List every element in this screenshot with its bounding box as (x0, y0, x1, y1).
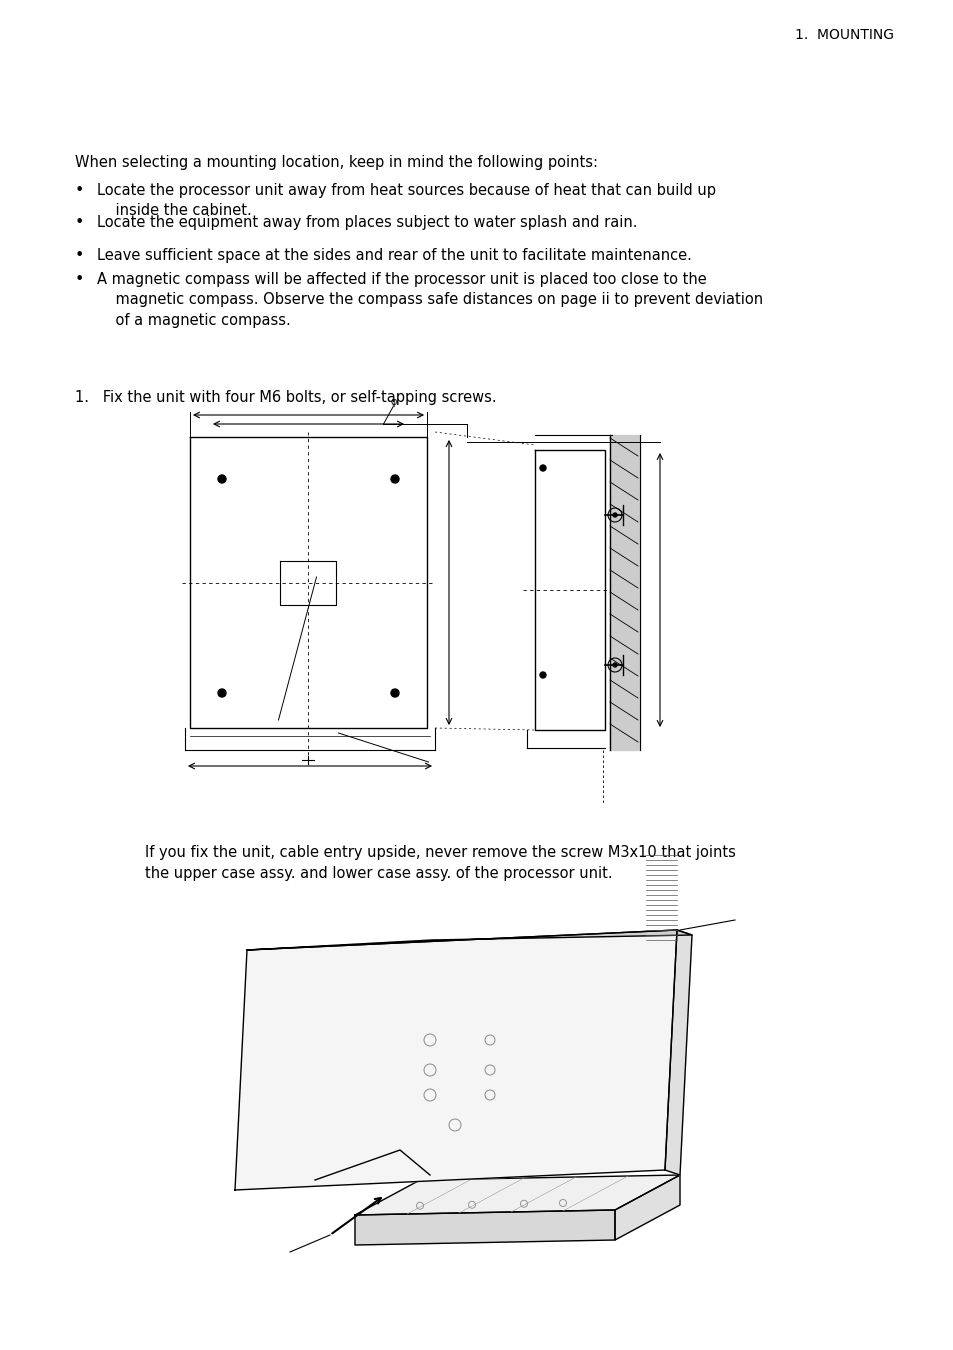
Text: A magnetic compass will be affected if the processor unit is placed too close to: A magnetic compass will be affected if t… (97, 271, 762, 328)
Polygon shape (355, 1174, 679, 1215)
Circle shape (539, 672, 545, 678)
Circle shape (613, 513, 617, 517)
Polygon shape (234, 930, 677, 1189)
Text: 1.   Fix the unit with four M6 bolts, or self-tapping screws.: 1. Fix the unit with four M6 bolts, or s… (75, 390, 497, 405)
Text: φ: φ (390, 397, 396, 406)
Text: Locate the processor unit away from heat sources because of heat that can build : Locate the processor unit away from heat… (97, 184, 716, 219)
Circle shape (218, 475, 226, 483)
Text: 1.  MOUNTING: 1. MOUNTING (794, 28, 893, 42)
Text: •: • (75, 248, 84, 263)
Circle shape (613, 663, 617, 667)
Polygon shape (664, 930, 691, 1174)
Circle shape (539, 464, 545, 471)
Text: •: • (75, 215, 84, 230)
Text: Leave sufficient space at the sides and rear of the unit to facilitate maintenan: Leave sufficient space at the sides and … (97, 248, 691, 263)
Text: When selecting a mounting location, keep in mind the following points:: When selecting a mounting location, keep… (75, 155, 598, 170)
Text: Locate the equipment away from places subject to water splash and rain.: Locate the equipment away from places su… (97, 215, 637, 230)
Text: If you fix the unit, cable entry upside, never remove the screw M3x10 that joint: If you fix the unit, cable entry upside,… (145, 845, 735, 882)
Polygon shape (247, 930, 691, 950)
Circle shape (391, 688, 398, 697)
Circle shape (391, 475, 398, 483)
Bar (609, 435, 639, 751)
Polygon shape (355, 1210, 615, 1245)
Circle shape (218, 688, 226, 697)
Polygon shape (615, 1174, 679, 1241)
Text: •: • (75, 184, 84, 198)
Text: •: • (75, 271, 84, 288)
